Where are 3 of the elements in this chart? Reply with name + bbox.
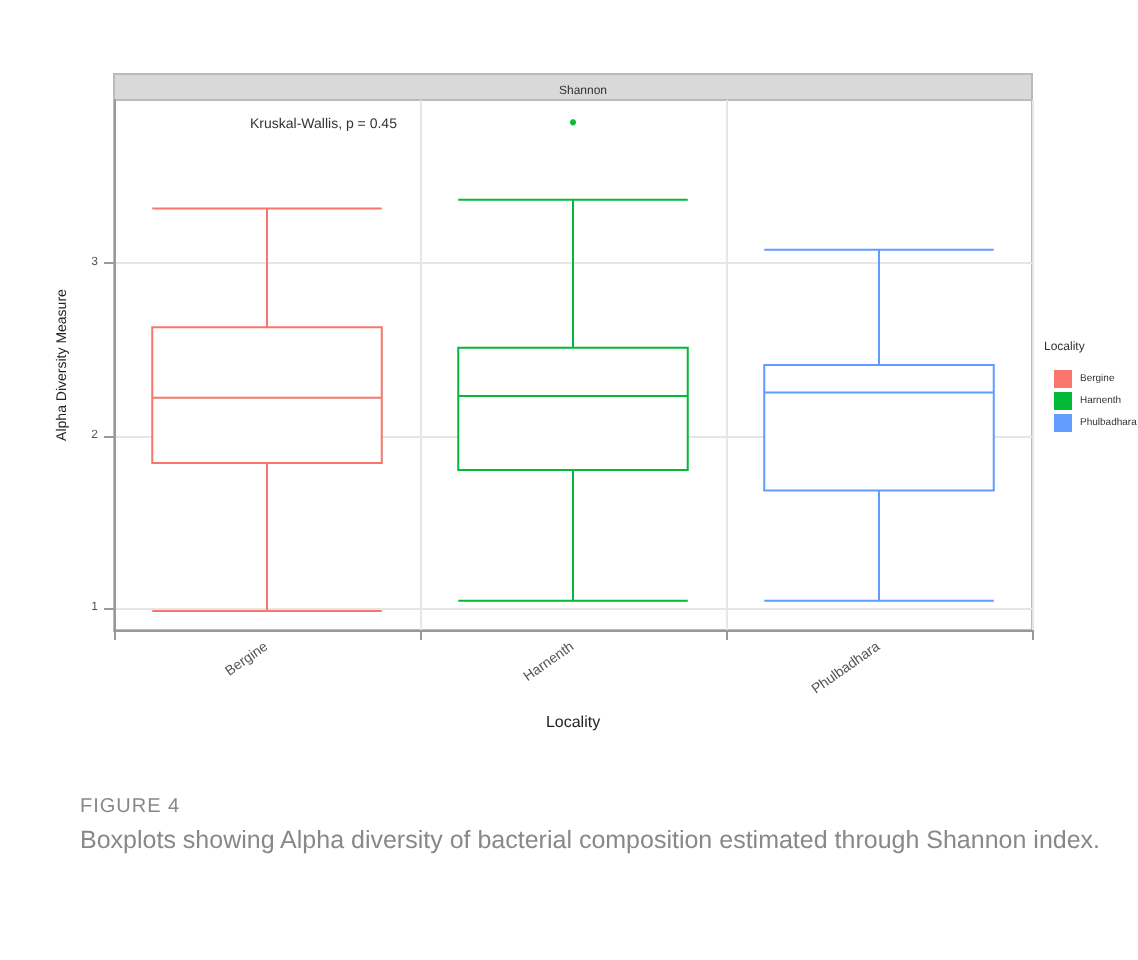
x-axis-title: Locality xyxy=(545,713,601,731)
text: Boxplots showing Alpha diversity of bacterial composition estimated through Shannon index. xyxy=(80,824,1103,858)
caption: FIGURE 4 xyxy=(80,796,183,818)
